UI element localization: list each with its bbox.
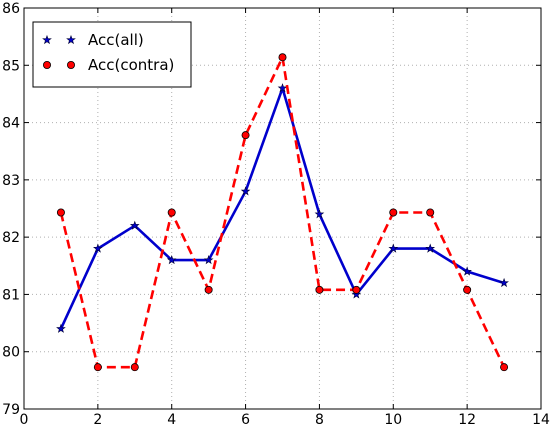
data-point [278,53,287,62]
data-point [93,243,103,253]
y-tick-label: 81 [2,287,20,303]
legend-marker [43,61,52,70]
legend-item: Acc(all) [42,31,144,49]
legend: Acc(all) Acc(contra) [32,21,192,88]
y-tick-label: 83 [2,173,20,189]
data-point [240,186,251,196]
data-point [500,363,509,372]
data-point [314,209,325,219]
series-1 [56,53,509,372]
legend-label: Acc(all) [88,31,144,49]
data-point [388,243,399,253]
x-tick-label: 8 [315,412,324,427]
data-point [56,323,66,333]
legend-marker [66,34,76,45]
data-point [130,363,139,372]
data-point [351,289,362,299]
x-tick-label: 6 [241,412,250,427]
series-0 [56,83,509,333]
data-point [56,208,65,217]
grid [24,8,541,409]
y-tick-label: 85 [2,58,20,74]
data-point [426,208,435,217]
data-point [203,254,214,265]
x-tick-label: 14 [532,412,550,427]
y-tick-label: 79 [2,402,20,418]
series-line [59,86,505,330]
x-tick-label: 4 [167,412,176,427]
data-point [425,243,436,253]
y-tick-label: 86 [2,1,20,17]
data-point [277,83,288,93]
x-tick-label: 12 [458,412,476,427]
legend-item: Acc(contra) [43,56,174,74]
legend-marker [42,34,52,45]
data-point [462,266,472,276]
data-point [241,131,250,140]
x-tick-label: 2 [93,412,102,427]
data-point [499,277,509,288]
x-tick-label: 10 [384,412,402,427]
legend-label: Acc(contra) [88,56,174,74]
data-point [167,208,176,217]
data-point [463,285,472,294]
data-point [129,220,140,230]
y-tick-label: 84 [2,116,20,132]
plot-frame [23,7,542,410]
series-group [56,53,509,372]
data-point [93,363,102,372]
y-tick-label: 82 [2,230,20,246]
data-point [315,285,324,294]
data-point [204,285,213,294]
legend-marker [67,61,76,70]
data-point [166,254,177,265]
series-line [59,55,506,369]
x-tick-label: 0 [20,412,29,427]
legend-box [32,21,192,88]
y-tick-label: 80 [2,345,20,361]
data-point [389,208,398,217]
data-point [352,285,361,294]
